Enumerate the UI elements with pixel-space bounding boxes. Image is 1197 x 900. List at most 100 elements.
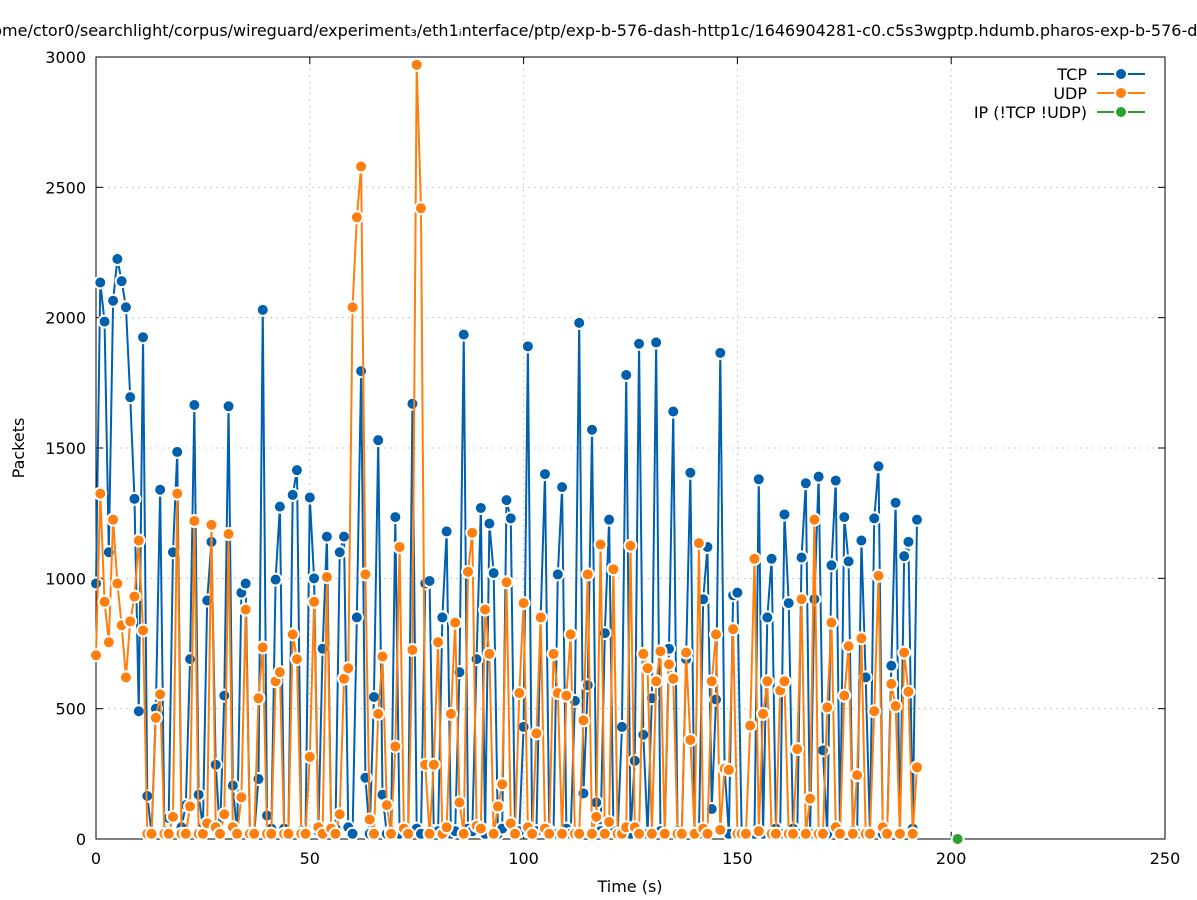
data-point — [892, 826, 907, 841]
data-point — [862, 826, 877, 841]
data-point — [790, 742, 805, 757]
data-point — [512, 686, 527, 701]
data-point — [525, 826, 540, 841]
data-point — [704, 674, 719, 689]
data-point — [123, 390, 138, 405]
data-point — [589, 809, 604, 824]
data-point — [178, 826, 193, 841]
data-point — [452, 795, 467, 810]
data-point — [486, 826, 501, 841]
data-point — [221, 399, 236, 414]
data-point — [217, 688, 232, 703]
x-tick-label: 250 — [1150, 849, 1181, 868]
data-point — [871, 568, 886, 583]
y-tick-label: 0 — [76, 830, 86, 849]
data-point — [97, 314, 112, 329]
data-point — [580, 567, 595, 582]
data-point — [443, 706, 458, 721]
data-point — [285, 487, 300, 502]
data-point — [439, 820, 454, 835]
data-point — [700, 826, 715, 841]
data-point — [127, 589, 142, 604]
series-1 — [89, 57, 924, 841]
data-point — [636, 646, 651, 661]
data-point — [576, 713, 591, 728]
legend-marker — [1114, 86, 1128, 100]
y-tick-label: 500 — [55, 700, 86, 719]
data-point — [794, 550, 809, 565]
y-tick-label: 1000 — [45, 569, 86, 588]
data-point — [431, 635, 446, 650]
data-point — [118, 300, 133, 315]
data-point — [456, 327, 471, 342]
data-point — [422, 826, 437, 841]
data-point — [709, 627, 724, 642]
data-point — [768, 826, 783, 841]
data-point — [837, 510, 852, 525]
data-point — [837, 688, 852, 703]
data-point — [833, 826, 848, 841]
data-point — [264, 826, 279, 841]
data-point — [161, 826, 176, 841]
data-point — [824, 615, 839, 630]
x-axis-title: Time (s) — [596, 877, 662, 896]
data-point — [542, 826, 557, 841]
data-point — [751, 824, 766, 839]
data-point — [653, 644, 668, 659]
data-point — [307, 571, 322, 586]
x-tick-label: 150 — [722, 849, 753, 868]
data-point — [217, 807, 232, 822]
data-point — [110, 576, 125, 591]
data-point — [516, 596, 531, 611]
data-point — [349, 210, 364, 225]
data-point — [328, 826, 343, 841]
data-point — [854, 631, 869, 646]
data-point — [97, 594, 112, 609]
data-point — [439, 524, 454, 539]
data-point — [268, 572, 283, 587]
data-point — [332, 545, 347, 560]
legend-label: UDP — [1053, 84, 1087, 103]
data-point — [165, 809, 180, 824]
data-point — [426, 757, 441, 772]
data-point — [756, 706, 771, 721]
data-point — [529, 726, 544, 741]
series-2 — [950, 832, 965, 846]
data-point — [828, 473, 843, 488]
y-tick-label: 2000 — [45, 309, 86, 328]
data-point — [362, 812, 377, 827]
data-point — [555, 826, 570, 841]
data-point — [815, 826, 830, 841]
data-point — [845, 826, 860, 841]
data-point — [520, 339, 535, 354]
data-point — [897, 645, 912, 660]
data-point — [614, 719, 629, 734]
data-point — [89, 576, 103, 591]
data-point — [794, 592, 809, 607]
data-point — [358, 567, 373, 582]
data-point — [405, 396, 420, 411]
data-point — [490, 799, 505, 814]
data-point — [738, 826, 753, 841]
data-point — [148, 710, 163, 725]
data-point — [559, 688, 574, 703]
data-point — [909, 760, 924, 775]
data-point — [349, 610, 364, 625]
data-point — [114, 274, 129, 289]
chart-title: /home/ctor0/searchlight/corpus/wireguard… — [0, 21, 1197, 40]
data-point — [576, 786, 591, 801]
data-point — [281, 826, 296, 841]
data-point — [777, 507, 792, 522]
legend-label: TCP — [1056, 65, 1087, 84]
data-point — [93, 486, 108, 501]
y-tick-label: 2500 — [45, 178, 86, 197]
data-point — [537, 467, 552, 482]
data-point — [602, 815, 617, 830]
data-point — [473, 821, 488, 836]
data-point — [302, 749, 317, 764]
data-point — [366, 689, 381, 704]
data-point — [93, 275, 108, 290]
data-point — [657, 826, 672, 841]
